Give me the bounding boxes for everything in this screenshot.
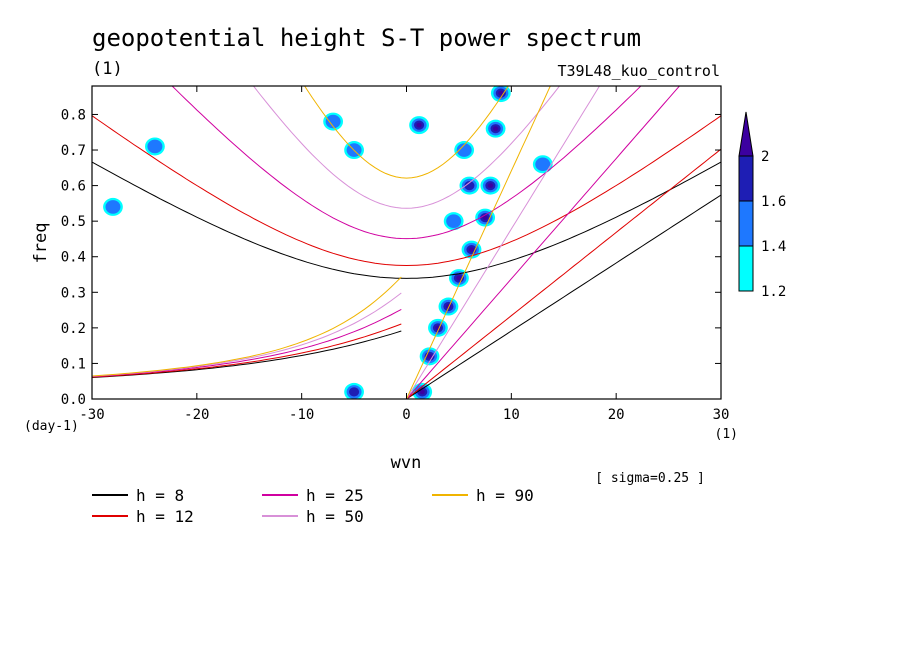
power-blob-11-level-2: [349, 387, 360, 397]
power-blob-6-level-3: [482, 215, 488, 221]
power-blob-9-level-3: [498, 90, 504, 96]
power-blob-4-level-3: [456, 275, 462, 281]
colorbar-segment: [738, 200, 754, 247]
power-blob-1-level-3: [426, 353, 433, 359]
colorbar-label: 1.6: [761, 194, 786, 210]
kelvin-curve-25: [406, 86, 681, 399]
y-tick-label: 0.2: [61, 321, 86, 337]
power-blob-0-level-3: [419, 389, 425, 395]
x-tick-label: 10: [503, 407, 520, 423]
gravity-curve-8: [92, 161, 721, 279]
gravity-curve-50: [252, 86, 561, 209]
units-label: (1): [92, 59, 123, 79]
colorbar: 1.2 1.4 1.6 2: [738, 111, 786, 300]
power-blob-17-level-1: [456, 143, 472, 157]
x-axis-ticks: -30 -20 -10 0 10 20 30: [79, 86, 729, 423]
kelvin-curve-12: [406, 148, 721, 399]
experiment-label: T39L48_kuo_control: [557, 62, 720, 80]
power-blob-13-level-1: [446, 214, 462, 228]
y-tick-label: 0.8: [61, 107, 86, 123]
legend-label-90: h = 90: [476, 486, 534, 505]
power-blob-10-level-3: [416, 122, 422, 128]
power-blob-19-level-1: [105, 200, 121, 214]
colorbar-segment: [738, 245, 754, 292]
x-axis-label: wvn: [391, 453, 422, 473]
power-blob-14-level-1: [535, 157, 551, 172]
gravity-curve-12: [92, 115, 721, 267]
kelvin-curve-90: [406, 86, 551, 399]
y-tick-label: 0.6: [61, 179, 86, 195]
power-blob-18-level-1: [147, 139, 163, 154]
mixed-curve-25: [92, 308, 402, 378]
colorbar-label: 2: [761, 149, 769, 165]
gravity-curve-90: [304, 86, 509, 179]
y-tick-label: 0.0: [61, 392, 86, 408]
power-blob-8-level-3: [492, 126, 499, 132]
mixed-curve-90: [92, 276, 402, 377]
plot-area: -30 -20 -10 0 10 20 30 0.00.10.20.30.40.50.60.…: [61, 85, 729, 423]
x-tick-label: 0: [402, 407, 410, 423]
colorbar-segment: [738, 155, 754, 202]
y-unit-label: (day-1): [24, 419, 79, 434]
legend-label-25: h = 25: [306, 486, 364, 505]
power-blob-7-level-3: [487, 183, 494, 188]
legend: h = 8 h = 12 h = 25 h = 50 h = 90: [92, 486, 534, 526]
y-tick-label: 0.7: [61, 143, 86, 159]
x-tick-label: -20: [184, 407, 209, 423]
legend-label-8: h = 8: [136, 486, 184, 505]
legend-label-50: h = 50: [306, 507, 364, 526]
dispersion-curves: [92, 86, 721, 399]
y-tick-label: 0.1: [61, 356, 86, 372]
x-tick-label: -30: [79, 407, 104, 423]
power-blob-12-level-2: [464, 180, 475, 191]
chart-title: geopotential height S-T power spectrum: [92, 24, 641, 52]
legend-label-12: h = 12: [136, 507, 194, 526]
sigma-note: [ sigma=0.25 ]: [595, 471, 705, 486]
x-tick-label: 20: [608, 407, 625, 423]
y-tick-label: 0.4: [61, 250, 86, 266]
colorbar-label: 1.4: [761, 239, 786, 255]
mixed-curve-12: [92, 323, 402, 378]
y-tick-label: 0.3: [61, 285, 86, 301]
gravity-curve-25: [171, 86, 642, 240]
kelvin-curve-8: [406, 194, 721, 399]
kelvin-curve-50: [406, 86, 601, 399]
x-tick-label: -10: [289, 407, 314, 423]
x-unit-label: (1): [715, 427, 738, 442]
y-axis-ticks: 0.0 0.1 0.2 0.3 0.4 0.5 0.6 0.7 0.8: [61, 107, 721, 408]
power-blob-15-level-1: [325, 114, 341, 129]
power-blob-5-level-3: [468, 247, 475, 253]
colorbar-label: 1.2: [761, 284, 786, 300]
y-tick-label: 0.5: [61, 214, 86, 230]
x-tick-label: 30: [713, 407, 730, 423]
plot-background: [92, 86, 721, 399]
y-axis-label: freq: [31, 223, 51, 264]
colorbar-top-arrow: [738, 111, 754, 157]
